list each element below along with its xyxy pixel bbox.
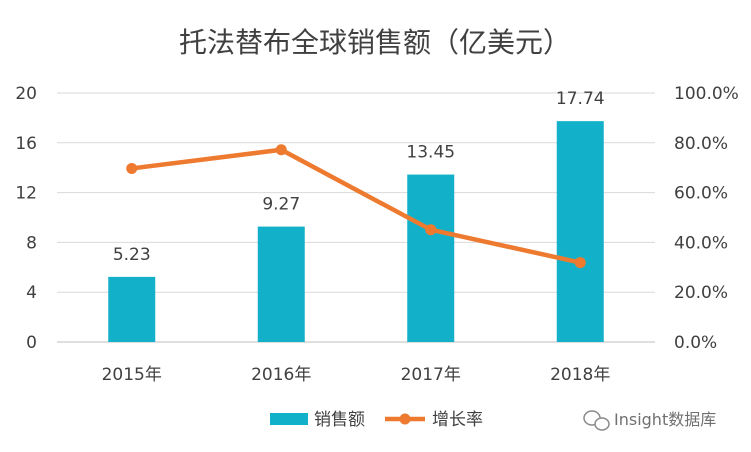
line-point bbox=[126, 162, 138, 174]
line-point bbox=[425, 224, 437, 236]
right-tick-label: 100.0% bbox=[674, 84, 739, 104]
watermark: Insight数据库 bbox=[583, 410, 716, 431]
right-tick-label: 20.0% bbox=[674, 283, 728, 303]
line-series bbox=[126, 144, 586, 269]
right-tick-label: 80.0% bbox=[674, 134, 728, 154]
wechat-icon bbox=[583, 410, 610, 431]
data-label: 13.45 bbox=[406, 143, 455, 163]
gridlines bbox=[57, 92, 655, 343]
bar bbox=[407, 174, 455, 342]
x-axis: 2015年 2016年 2017年 2018年 bbox=[102, 365, 611, 385]
line-point bbox=[275, 144, 287, 156]
line-point bbox=[574, 257, 586, 269]
bar bbox=[108, 276, 156, 342]
bar bbox=[556, 121, 604, 343]
legend-swatch-marker bbox=[399, 413, 411, 425]
legend-label: 增长率 bbox=[432, 410, 483, 430]
left-axis: 0 4 8 12 16 20 bbox=[15, 84, 37, 353]
legend-swatch-bar bbox=[270, 413, 308, 425]
left-tick-label: 16 bbox=[15, 134, 37, 154]
chart-title: 托法替布全球销售额（亿美元） bbox=[179, 26, 571, 59]
bar-series: 5.23 9.27 13.45 17.74 bbox=[108, 89, 605, 343]
growth-line bbox=[131, 147, 581, 265]
x-tick-label: 2017年 bbox=[401, 365, 461, 385]
right-tick-label: 0.0% bbox=[674, 333, 717, 353]
data-label: 17.74 bbox=[556, 89, 605, 109]
left-tick-label: 12 bbox=[15, 184, 37, 204]
legend: 销售额 增长率 bbox=[270, 410, 483, 430]
x-tick-label: 2015年 bbox=[102, 365, 162, 385]
left-tick-label: 0 bbox=[26, 333, 37, 353]
data-label: 5.23 bbox=[113, 245, 151, 265]
x-tick-label: 2018年 bbox=[550, 365, 610, 385]
watermark-text: Insight数据库 bbox=[614, 410, 716, 429]
x-tick-label: 2016年 bbox=[251, 365, 311, 385]
left-tick-label: 20 bbox=[15, 84, 37, 104]
right-axis: 0.0% 20.0% 40.0% 60.0% 80.0% 100.0% bbox=[674, 84, 739, 353]
left-tick-label: 8 bbox=[26, 233, 37, 253]
left-tick-label: 4 bbox=[26, 283, 37, 303]
bar bbox=[257, 226, 305, 342]
right-tick-label: 60.0% bbox=[674, 184, 728, 204]
data-label: 9.27 bbox=[262, 195, 300, 215]
legend-label: 销售额 bbox=[314, 410, 365, 430]
right-tick-label: 40.0% bbox=[674, 233, 728, 253]
